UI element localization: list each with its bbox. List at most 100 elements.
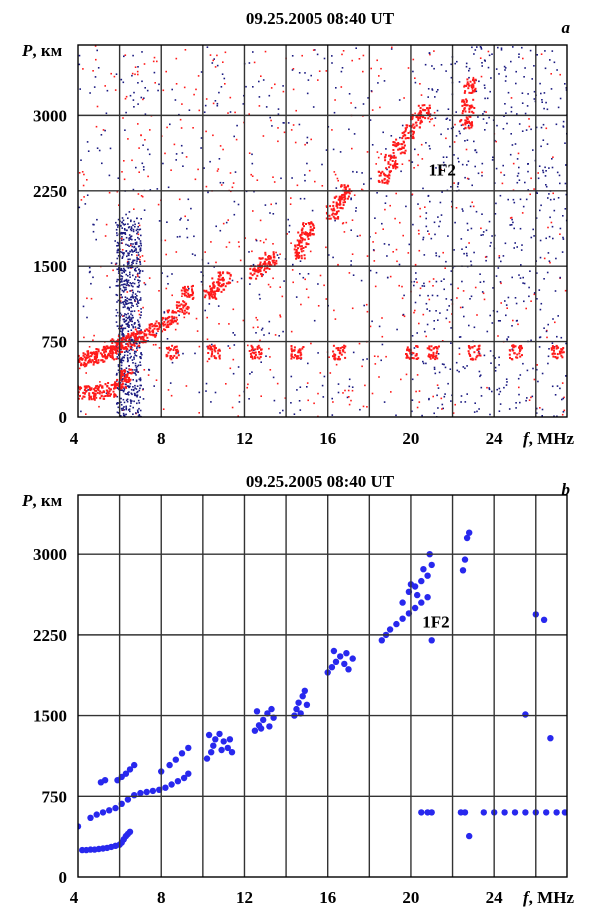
series-blue-points	[78, 529, 567, 854]
data-point	[561, 809, 567, 816]
data-point	[268, 705, 275, 713]
plot-frame	[77, 44, 568, 418]
x-tick-label: 16	[319, 888, 336, 907]
y-axis-label: P, км	[21, 491, 63, 510]
data-point	[330, 647, 338, 655]
data-point	[301, 687, 308, 694]
x-tick-label: 12	[236, 429, 253, 448]
x-tick-label: 20	[402, 888, 419, 907]
data-point	[99, 809, 107, 816]
data-point	[522, 711, 529, 718]
data-point	[126, 828, 134, 835]
data-point	[266, 723, 273, 730]
data-point	[251, 727, 259, 734]
data-point	[126, 766, 134, 773]
data-point	[418, 599, 425, 606]
data-point	[411, 604, 419, 612]
data-point	[459, 567, 467, 574]
data-point	[168, 781, 175, 788]
data-point	[463, 534, 471, 542]
data-point	[399, 615, 406, 622]
data-point	[224, 744, 231, 752]
x-tick-label: 24	[486, 888, 504, 907]
data-point	[547, 735, 554, 742]
plot-area	[78, 529, 567, 854]
y-tick-label: 3000	[33, 545, 67, 564]
y-tick-label: 1500	[33, 257, 67, 276]
x-tick-label: 8	[157, 429, 166, 448]
x-tick-label: 20	[402, 429, 419, 448]
y-tick-label: 1500	[33, 707, 67, 726]
data-point	[466, 529, 473, 536]
data-point	[218, 746, 225, 754]
x-tick-label: 4	[70, 429, 79, 448]
data-point	[220, 738, 227, 745]
x-axis-label: f, MHz	[523, 429, 574, 448]
red-echo-traces	[78, 78, 565, 401]
data-point	[162, 784, 169, 791]
data-point	[466, 832, 473, 840]
data-point	[511, 809, 519, 816]
data-point	[522, 809, 529, 816]
data-point	[172, 756, 179, 763]
y-tick-label: 2250	[33, 626, 67, 645]
data-point	[540, 616, 548, 623]
data-point	[260, 716, 267, 724]
chart-title: 09.25.2005 08:40 UT	[246, 9, 395, 28]
data-point	[226, 736, 234, 743]
x-tick-label: 24	[486, 429, 504, 448]
data-point	[228, 749, 236, 756]
data-point	[87, 814, 94, 821]
data-point	[295, 699, 302, 706]
data-point	[180, 774, 188, 782]
data-point	[122, 770, 130, 777]
annotation-1f2: 1F2	[428, 161, 455, 180]
data-point	[424, 572, 431, 579]
data-point	[399, 599, 406, 606]
x-tick-label: 4	[70, 888, 79, 907]
data-point	[93, 811, 100, 818]
data-point	[418, 809, 425, 816]
data-point	[420, 566, 427, 573]
data-point	[418, 577, 425, 585]
data-point	[112, 804, 119, 812]
data-point	[553, 809, 560, 816]
y-axis-label: P, км	[21, 41, 63, 60]
data-point	[386, 626, 394, 633]
data-point	[543, 809, 550, 816]
y-tick-label: 0	[59, 868, 68, 887]
data-point	[205, 731, 213, 739]
data-point	[106, 807, 113, 814]
data-point	[428, 637, 435, 644]
data-point	[332, 658, 340, 665]
data-point	[428, 809, 435, 816]
grid	[78, 45, 567, 417]
data-point	[143, 788, 150, 796]
x-tick-label: 8	[157, 888, 166, 907]
data-point	[349, 655, 356, 662]
data-point	[131, 792, 138, 799]
panel-a: 09.25.2005 08:40 UT a 0 750 1500 2250 3000 4 8 12…	[21, 9, 574, 448]
panel-b: 09.25.2005 08:40 UT b 0 750 1500 2250 3000 4 8 12…	[21, 472, 574, 907]
data-point	[203, 755, 211, 762]
data-point	[293, 705, 300, 713]
data-point	[303, 701, 311, 708]
data-point	[216, 730, 223, 738]
data-point	[101, 777, 109, 784]
y-tick-label: 3000	[33, 106, 67, 125]
data-point	[461, 556, 469, 563]
data-point	[299, 693, 306, 700]
data-point	[137, 789, 144, 797]
noise-dots	[78, 45, 567, 417]
data-point	[345, 666, 352, 673]
data-point	[341, 660, 348, 668]
data-point	[343, 650, 350, 657]
annotation-1f2: 1F2	[422, 612, 449, 631]
data-point	[428, 561, 435, 569]
data-point	[393, 620, 400, 628]
data-point	[501, 809, 508, 816]
data-point	[149, 787, 157, 795]
data-point	[178, 750, 186, 757]
data-point	[185, 744, 192, 752]
data-point	[461, 809, 469, 816]
